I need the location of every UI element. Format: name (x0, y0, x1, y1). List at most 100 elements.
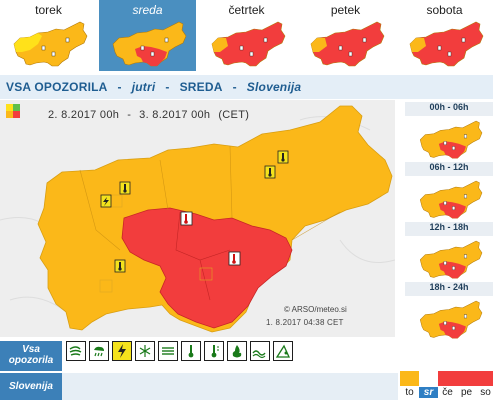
day-box-label: sr (419, 387, 438, 398)
map-marker (464, 134, 467, 139)
label-line: opozorila (8, 355, 54, 366)
map-marker (452, 326, 456, 331)
tab-cetrtek[interactable]: četrtek (198, 0, 295, 71)
day-box-so[interactable] (476, 371, 493, 386)
thunder-marker-icon (100, 194, 112, 208)
warning-map (0, 100, 395, 337)
day-box-label: če (442, 387, 453, 398)
map-marker (443, 141, 447, 145)
label-line: Vsa (22, 344, 40, 355)
time-slot-label: 06h - 12h (405, 162, 493, 176)
high-temp-marker-icon (228, 251, 241, 266)
tab-label: torek (35, 3, 62, 17)
low-temp-icon[interactable] (181, 341, 201, 361)
map-marker (464, 314, 467, 319)
map-outline (419, 180, 483, 219)
snow-icon[interactable] (135, 341, 155, 361)
map-marker (150, 51, 155, 57)
day-box-label: to (405, 387, 414, 398)
map-outline (409, 21, 484, 67)
title-separator: - (232, 80, 237, 94)
header-bar: VSA OPOZORILA - jutri - SREDA - Slovenija (0, 75, 493, 99)
region-bar (62, 373, 398, 400)
mini-map-icon (310, 21, 385, 67)
day-box-to[interactable] (400, 371, 419, 386)
map-outline (13, 21, 88, 67)
rain-icon[interactable] (89, 341, 109, 361)
avalanche-icon[interactable] (273, 341, 293, 361)
day-box-sr[interactable] (419, 371, 438, 386)
map-marker (249, 51, 254, 57)
period-from: 2. 8.2017 00h (48, 109, 120, 121)
page-title: VSA OPOZORILA - jutri - SREDA - Slovenija (6, 80, 301, 94)
day-tabs: torek sreda četrtek petek sobota (0, 0, 493, 71)
period-dash: - (127, 109, 132, 121)
temperature-marker-icon (119, 181, 131, 195)
day-box-ce[interactable] (438, 371, 457, 386)
map-outline (310, 21, 385, 67)
map-marker (443, 201, 447, 205)
high-temp-marker-icon (180, 211, 193, 226)
map-marker (464, 254, 467, 259)
map-marker (461, 37, 466, 43)
time-slot-label: 12h - 18h (405, 222, 493, 236)
mini-map-icon (419, 240, 483, 279)
fog-icon[interactable] (158, 341, 178, 361)
mini-map-icon (409, 21, 484, 67)
day-box-label: so (480, 387, 491, 398)
tab-label: sobota (426, 3, 463, 17)
map-region (212, 38, 228, 52)
map-marker (443, 261, 447, 265)
map-marker (437, 45, 442, 51)
fire-icon[interactable] (227, 341, 247, 361)
region-orange (37, 105, 393, 333)
map-outline (419, 300, 483, 339)
tab-torek[interactable]: torek (0, 0, 97, 71)
map-marker (447, 51, 452, 57)
temperature-marker-icon (264, 165, 276, 179)
time-slots: 00h - 06h 06h - 12h 12h - 18h 18h - 24h (405, 100, 493, 340)
time-slot-12-18[interactable]: 12h - 18h (405, 220, 493, 279)
mini-map-icon (419, 300, 483, 339)
mini-map-icon (419, 120, 483, 159)
title-separator: - (165, 80, 170, 94)
tab-sobota[interactable]: sobota (396, 0, 493, 71)
region-label: Slovenija (0, 373, 62, 400)
map-region (14, 33, 42, 52)
day-box-label: pe (460, 387, 473, 398)
map-outline (419, 120, 483, 159)
tab-sreda[interactable]: sreda (99, 0, 196, 71)
time-slot-00-06[interactable]: 00h - 06h (405, 100, 493, 159)
time-slot-06-12[interactable]: 06h - 12h (405, 160, 493, 219)
day-box-pe[interactable] (457, 371, 476, 386)
map-region (410, 38, 426, 52)
map-marker (348, 51, 353, 57)
map-outline (211, 21, 286, 67)
legend-swatch-icon (6, 104, 20, 118)
tab-petek[interactable]: petek (297, 0, 394, 71)
map-marker (443, 321, 447, 325)
validity-period: 2. 8.2017 00h -3. 8.2017 00h (CET) (48, 109, 257, 121)
mini-map-icon (211, 21, 286, 67)
map-marker (452, 146, 456, 151)
map-marker (338, 45, 343, 51)
map-marker (41, 45, 46, 51)
temperature-marker-icon (114, 259, 126, 273)
time-slot-18-24[interactable]: 18h - 24h (405, 280, 493, 339)
coastal-icon[interactable] (250, 341, 270, 361)
title-separator: - (117, 80, 122, 94)
mini-map-icon (112, 21, 187, 67)
mini-map-icon (13, 21, 88, 67)
period-to: 3. 8.2017 00h (139, 109, 211, 121)
mini-map-icon (419, 180, 483, 219)
wind-icon[interactable] (66, 341, 86, 361)
time-slot-label: 00h - 06h (405, 102, 493, 116)
period-zone: (CET) (218, 109, 250, 121)
title-part: SREDA (179, 80, 223, 94)
tab-label: četrtek (228, 3, 265, 17)
thunder-icon[interactable] (112, 341, 132, 361)
high-temp-icon[interactable] (204, 341, 224, 361)
map-region (311, 38, 327, 52)
all-warnings-label: Vsa opozorila (0, 341, 62, 371)
map-marker (263, 37, 268, 43)
